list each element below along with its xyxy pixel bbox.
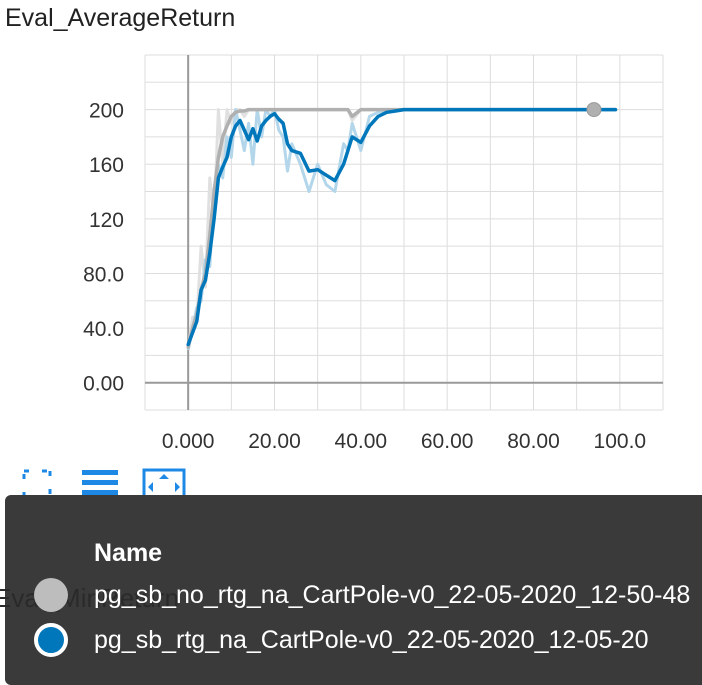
chart-title: Eval_AverageReturn [5,4,236,32]
legend-row-rtg[interactable]: pg_sb_rtg_na_CartPole-v0_22-05-2020_12-0… [30,620,700,662]
fullscreen-icon[interactable] [22,468,52,500]
series-1-raw-line [186,108,616,351]
line-chart: 0.00 40.0 80.0 120 160 200 0.000 20.00 40.00 60.0… [83,54,664,453]
run-color-swatch[interactable] [34,578,68,612]
list-icon[interactable] [82,468,118,500]
x-tick-label: 80.00 [507,430,560,453]
legend-label: pg_sb_no_rtg_na_CartPole-v0_22-05-2020_1… [94,581,691,609]
y-tick-label: 160 [89,154,124,177]
x-tick-label: 0.000 [162,430,215,453]
y-tick-label: 0.00 [83,373,124,396]
y-tick-label: 200 [89,100,124,123]
y-tick-label: 120 [89,209,124,232]
run-color-swatch[interactable] [34,623,68,657]
y-tick-label: 80.0 [83,263,124,286]
legend-label: pg_sb_rtg_na_CartPole-v0_22-05-2020_12-0… [94,626,649,654]
x-tick-label: 100.0 [594,430,647,453]
hover-point [586,102,602,118]
next-chart-title: Eval_MinReturn [0,583,179,613]
x-tick-label: 60.00 [421,430,474,453]
legend-row-no-rtg[interactable]: pg_sb_no_rtg_na_CartPole-v0_22-05-2020_1… [30,575,700,617]
series-1-line [186,107,618,347]
y-tick-label: 40.0 [83,318,124,341]
x-tick-label: 20.00 [248,430,301,453]
legend-header: Name [94,539,163,567]
legend-panel [5,495,702,685]
x-tick-label: 40.00 [335,430,388,453]
